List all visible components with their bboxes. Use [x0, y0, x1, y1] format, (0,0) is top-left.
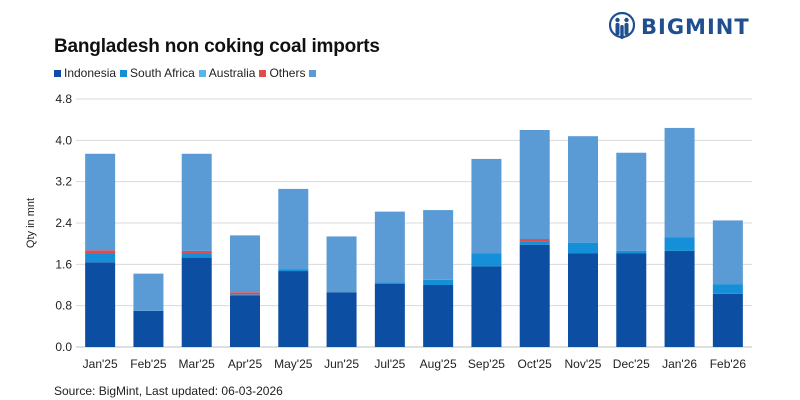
bar-segment — [568, 253, 598, 347]
bar-segment — [374, 283, 405, 347]
bar-segment — [471, 158, 502, 254]
bar-segment — [181, 153, 212, 251]
bar-segment — [712, 220, 743, 285]
x-tick-label: Nov'25 — [565, 357, 602, 371]
bar-segment — [181, 250, 212, 254]
legend-swatch — [54, 69, 61, 77]
bar-segment — [423, 279, 454, 285]
bar-segment — [326, 236, 357, 293]
legend-item: Australia — [198, 66, 256, 80]
bar-segment — [712, 293, 743, 347]
y-tick-label: 4.0 — [55, 133, 72, 147]
y-tick-label: 3.2 — [55, 175, 72, 189]
legend-item: South Africa — [120, 66, 195, 80]
x-tick-label: Dec'25 — [613, 357, 650, 371]
source-note: Source: BigMint, Last updated: 06-03-202… — [54, 384, 283, 398]
bar-segment — [133, 310, 164, 347]
bar-segment — [423, 285, 454, 347]
bar-segment — [519, 130, 550, 240]
bar-segment — [616, 250, 647, 254]
x-tick-label: May'25 — [274, 357, 313, 371]
x-tick-label: Sep'25 — [468, 357, 505, 371]
y-axis-label: Qty in mnt — [25, 198, 37, 248]
x-tick-label: Apr'25 — [228, 357, 263, 371]
bar-segment — [230, 235, 260, 293]
legend-label: South Africa — [130, 66, 195, 80]
bar-segment — [471, 253, 502, 267]
legend-swatch — [120, 69, 128, 77]
bar-segment — [181, 257, 212, 347]
bigmint-logo-icon — [609, 12, 635, 39]
legend-swatch — [198, 69, 206, 77]
bar-segment — [230, 292, 260, 295]
y-tick-label: 0.8 — [55, 299, 72, 313]
bar-segment — [519, 241, 550, 245]
x-tick-label: Jan'26 — [662, 357, 697, 371]
bar-segment — [181, 254, 212, 258]
x-tick-label: Mar'25 — [179, 357, 216, 371]
bar-segment — [85, 153, 116, 251]
bar-segment — [85, 262, 116, 347]
legend-swatch — [259, 69, 267, 77]
bar-segment — [471, 266, 502, 347]
legend-label: Others — [269, 66, 306, 80]
bar-segment — [712, 284, 743, 294]
y-tick-label: 2.4 — [55, 216, 72, 230]
bar-segment — [374, 282, 405, 284]
chart-title: Bangladesh non coking coal imports — [54, 36, 380, 57]
legend-label: Indonesia — [64, 66, 117, 80]
x-tick-label: Feb'25 — [130, 357, 167, 371]
bar-segment — [85, 254, 116, 263]
legend-label: Australia — [208, 66, 256, 80]
bar-segment — [423, 210, 454, 280]
bar-segment — [568, 242, 598, 254]
bar-segment — [326, 292, 357, 347]
brand-name: BIGMINT — [641, 15, 750, 39]
bar-segment — [133, 273, 164, 311]
y-tick-label: 4.8 — [55, 92, 72, 106]
x-tick-label: Oct'25 — [518, 357, 553, 371]
x-tick-label: Feb'26 — [710, 357, 747, 371]
bar-segment — [278, 269, 309, 272]
bar-segment — [85, 250, 116, 254]
y-tick-label: 0.0 — [55, 340, 72, 354]
x-tick-label: Aug'25 — [420, 357, 457, 371]
bar-segment — [519, 244, 550, 347]
bar-segment — [616, 152, 647, 251]
legend-item: Others — [259, 66, 305, 80]
x-tick-label: Jul'25 — [374, 357, 405, 371]
bar-segment — [664, 127, 695, 238]
chart-legend: Indonesia South Africa Australia Others — [54, 66, 323, 80]
y-tick-label: 1.6 — [55, 257, 72, 271]
bar-segment — [278, 188, 309, 270]
x-tick-label: Jan'25 — [83, 357, 118, 371]
brand-logo: BIGMINT — [609, 10, 750, 44]
bar-segment — [374, 211, 405, 283]
legend-swatch — [309, 69, 317, 77]
bar-segment — [616, 253, 647, 347]
bar-segment — [664, 237, 695, 251]
legend-item: Indonesia — [54, 66, 116, 80]
bar-segment — [230, 295, 260, 347]
legend-item — [309, 69, 319, 77]
bar-segment — [519, 239, 550, 242]
x-tick-label: Jun'25 — [324, 357, 359, 371]
bar-segment — [230, 294, 260, 296]
bar-segment — [278, 271, 309, 347]
bar-segment — [568, 136, 598, 243]
bar-segment — [664, 250, 695, 347]
